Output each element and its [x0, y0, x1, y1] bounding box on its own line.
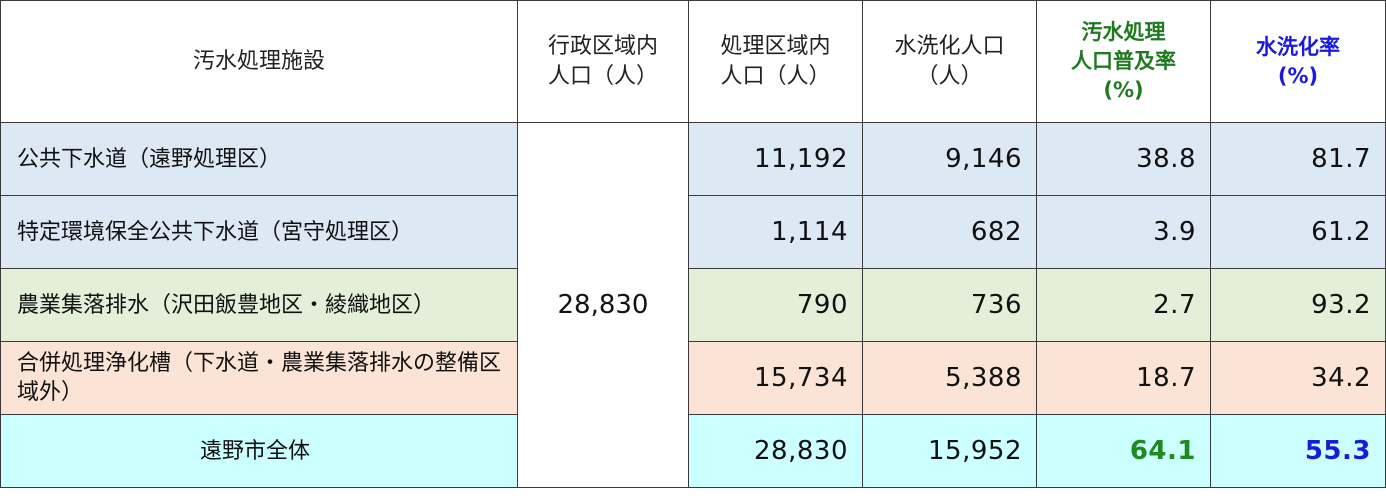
row-flush-population: 5,388: [862, 341, 1037, 415]
table-row: 公共下水道（遠野処理区） 28,830 11,192 9,146 38.8 81…: [0, 122, 1386, 488]
row-facility-label: 特定環境保全公共下水道（宮守処理区）: [0, 195, 518, 269]
header-admin-population-line1: 行政区域内: [547, 33, 658, 59]
header-sewage-rate-line1: 汚水処理: [1081, 20, 1166, 44]
header-flush-rate-line1: 水洗化率: [1256, 34, 1340, 59]
row-sewage-rate: 18.7: [1036, 341, 1211, 415]
total-flush-rate: 55.3: [1210, 414, 1386, 488]
admin-population-cell: 28,830: [517, 122, 689, 488]
row-facility-label: 公共下水道（遠野処理区）: [0, 122, 518, 196]
sewage-statistics-table: 汚水処理施設 行政区域内 人口（人） 処理区域内 人口（人） 水洗化人口 （人）…: [0, 0, 1386, 488]
header-admin-population-line2: 人口（人）: [547, 63, 658, 89]
header-treatment-population: 処理区域内 人口（人）: [688, 0, 863, 123]
row-flush-rate: 93.2: [1210, 268, 1386, 342]
row-flush-rate: 34.2: [1210, 341, 1386, 415]
total-treatment-population: 28,830: [688, 414, 863, 488]
row-flush-population: 682: [862, 195, 1037, 269]
row-flush-rate: 61.2: [1210, 195, 1386, 269]
header-flush-population: 水洗化人口 （人）: [862, 0, 1037, 123]
row-sewage-rate: 2.7: [1036, 268, 1211, 342]
row-flush-population: 9,146: [862, 122, 1037, 196]
row-treatment-population: 11,192: [688, 122, 863, 196]
row-treatment-population: 1,114: [688, 195, 863, 269]
table-row: 特定環境保全公共下水道（宮守処理区） 1,114 682 3.9 61.2: [0, 195, 1386, 269]
total-sewage-rate: 64.1: [1036, 414, 1211, 488]
header-flush-population-line2: （人）: [916, 63, 983, 89]
header-row: 汚水処理施設 行政区域内 人口（人） 処理区域内 人口（人） 水洗化人口 （人）…: [0, 0, 1386, 123]
header-treatment-population-line1: 処理区域内: [720, 33, 831, 59]
header-facility: 汚水処理施設: [0, 0, 518, 123]
row-flush-rate: 81.7: [1210, 122, 1386, 196]
row-sewage-rate: 38.8: [1036, 122, 1211, 196]
total-flush-population: 15,952: [862, 414, 1037, 488]
table-row: 農業集落排水（沢田飯豊地区・綾織地区） 790 736 2.7 93.2: [0, 268, 1386, 342]
header-flush-rate-line2: (%): [1277, 63, 1319, 88]
header-admin-population: 行政区域内 人口（人）: [517, 0, 689, 123]
header-treatment-population-line2: 人口（人）: [720, 63, 831, 89]
header-sewage-rate-line3: (%): [1103, 78, 1144, 102]
table-row: 合併処理浄化槽（下水道・農業集落排水の整備区域外） 15,734 5,388 1…: [0, 341, 1386, 415]
total-facility-label: 遠野市全体: [0, 414, 518, 488]
header-flush-population-line1: 水洗化人口: [894, 33, 1005, 59]
header-sewage-rate-line2: 人口普及率: [1071, 49, 1176, 73]
row-treatment-population: 790: [688, 268, 863, 342]
header-flush-rate: 水洗化率 (%): [1210, 0, 1386, 123]
total-row: 遠野市全体 28,830 15,952 64.1 55.3: [0, 414, 1386, 488]
row-facility-label: 合併処理浄化槽（下水道・農業集落排水の整備区域外）: [0, 341, 518, 415]
row-treatment-population: 15,734: [688, 341, 863, 415]
header-facility-label: 汚水処理施設: [192, 48, 325, 74]
row-flush-population: 736: [862, 268, 1037, 342]
row-sewage-rate: 3.9: [1036, 195, 1211, 269]
row-facility-label: 農業集落排水（沢田飯豊地区・綾織地区）: [0, 268, 518, 342]
header-sewage-rate: 汚水処理 人口普及率 (%): [1036, 0, 1211, 123]
